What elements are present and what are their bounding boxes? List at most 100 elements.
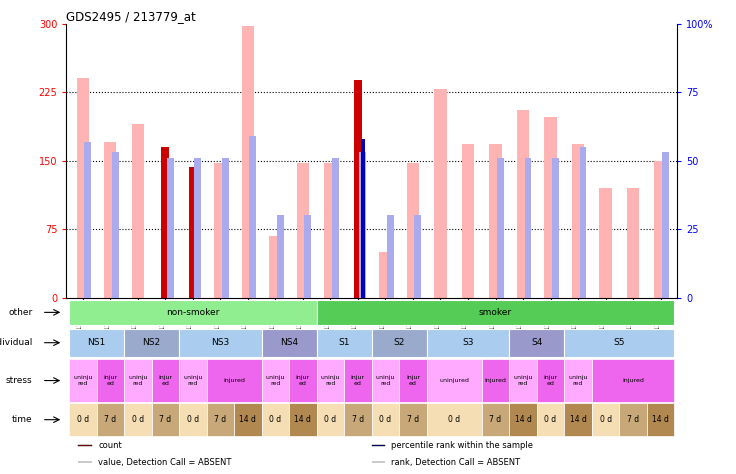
Text: rank, Detection Call = ABSENT: rank, Detection Call = ABSENT <box>392 457 520 466</box>
Bar <box>359 153 367 298</box>
Bar <box>316 328 372 357</box>
Text: injur
ed: injur ed <box>158 375 172 386</box>
Bar <box>77 79 89 298</box>
Bar <box>461 144 474 298</box>
Text: injured: injured <box>484 378 506 383</box>
Text: NS3: NS3 <box>211 338 230 347</box>
Text: 7 d: 7 d <box>352 415 364 424</box>
Bar <box>619 403 647 436</box>
Bar <box>79 462 92 463</box>
Bar <box>167 158 174 298</box>
Bar <box>261 359 289 402</box>
Bar <box>572 144 584 298</box>
Bar <box>509 328 565 357</box>
Bar <box>361 139 365 298</box>
Bar <box>565 328 674 357</box>
Text: NS4: NS4 <box>280 338 298 347</box>
Bar <box>104 142 116 298</box>
Bar <box>372 328 427 357</box>
Text: injur
ed: injur ed <box>103 375 117 386</box>
Bar <box>194 158 201 298</box>
Bar <box>289 359 316 402</box>
Text: uninju
red: uninju red <box>321 375 340 386</box>
Text: uninju
red: uninju red <box>266 375 285 386</box>
Bar <box>552 158 559 298</box>
Bar <box>289 403 316 436</box>
Bar <box>565 403 592 436</box>
Bar <box>427 328 509 357</box>
Text: stress: stress <box>6 376 32 385</box>
Text: 0 d: 0 d <box>325 415 336 424</box>
Text: S2: S2 <box>394 338 405 347</box>
Text: 0 d: 0 d <box>187 415 199 424</box>
Bar <box>124 359 152 402</box>
Bar <box>179 359 207 402</box>
Bar <box>489 144 502 298</box>
Text: 14 d: 14 d <box>294 415 311 424</box>
Bar <box>214 163 227 298</box>
Bar <box>407 163 419 298</box>
Text: uninju
red: uninju red <box>513 375 533 386</box>
Bar <box>269 236 282 298</box>
Bar <box>152 359 179 402</box>
Text: individual: individual <box>0 338 32 347</box>
Bar <box>250 136 256 298</box>
Bar <box>161 147 169 298</box>
Text: NS2: NS2 <box>143 338 160 347</box>
Bar <box>592 403 619 436</box>
Text: GDS2495 / 213779_at: GDS2495 / 213779_at <box>66 9 196 23</box>
Bar <box>316 300 674 325</box>
Bar <box>427 403 482 436</box>
Bar <box>112 153 118 298</box>
Bar <box>579 147 587 298</box>
Bar <box>305 216 311 298</box>
Bar <box>222 158 229 298</box>
Text: 14 d: 14 d <box>652 415 669 424</box>
Bar <box>525 158 531 298</box>
Text: 7 d: 7 d <box>105 415 116 424</box>
Bar <box>344 359 372 402</box>
Bar <box>482 359 509 402</box>
Bar <box>497 158 504 298</box>
Bar <box>325 163 336 298</box>
Bar <box>297 163 309 298</box>
Text: value, Detection Call = ABSENT: value, Detection Call = ABSENT <box>98 457 231 466</box>
Text: other: other <box>8 308 32 317</box>
Text: count: count <box>98 441 121 450</box>
Text: S1: S1 <box>339 338 350 347</box>
Bar <box>372 462 385 463</box>
Bar <box>124 403 152 436</box>
Text: NS1: NS1 <box>88 338 106 347</box>
Bar <box>662 153 669 298</box>
Text: 14 d: 14 d <box>570 415 587 424</box>
Text: 0 d: 0 d <box>448 415 460 424</box>
Bar <box>84 142 91 298</box>
Text: time: time <box>12 415 32 424</box>
Text: uninju
red: uninju red <box>73 375 93 386</box>
Bar <box>427 359 482 402</box>
Text: uninju
red: uninju red <box>375 375 395 386</box>
Bar <box>509 359 537 402</box>
Text: uninju
red: uninju red <box>183 375 202 386</box>
Bar <box>414 216 421 298</box>
Bar <box>69 403 96 436</box>
Bar <box>69 300 316 325</box>
Text: 14 d: 14 d <box>239 415 256 424</box>
Text: 0 d: 0 d <box>545 415 556 424</box>
Text: uninjured: uninjured <box>439 378 469 383</box>
Text: percentile rank within the sample: percentile rank within the sample <box>392 441 533 450</box>
Bar <box>372 359 399 402</box>
Text: 7 d: 7 d <box>159 415 171 424</box>
Bar <box>387 216 394 298</box>
Bar <box>332 158 339 298</box>
Text: 0 d: 0 d <box>269 415 281 424</box>
Bar <box>179 328 261 357</box>
Bar <box>399 359 427 402</box>
Bar <box>152 403 179 436</box>
Bar <box>627 188 640 298</box>
Text: injured: injured <box>223 378 245 383</box>
Bar <box>189 167 197 298</box>
Bar <box>434 90 447 298</box>
Bar <box>592 359 674 402</box>
Bar <box>132 124 144 298</box>
